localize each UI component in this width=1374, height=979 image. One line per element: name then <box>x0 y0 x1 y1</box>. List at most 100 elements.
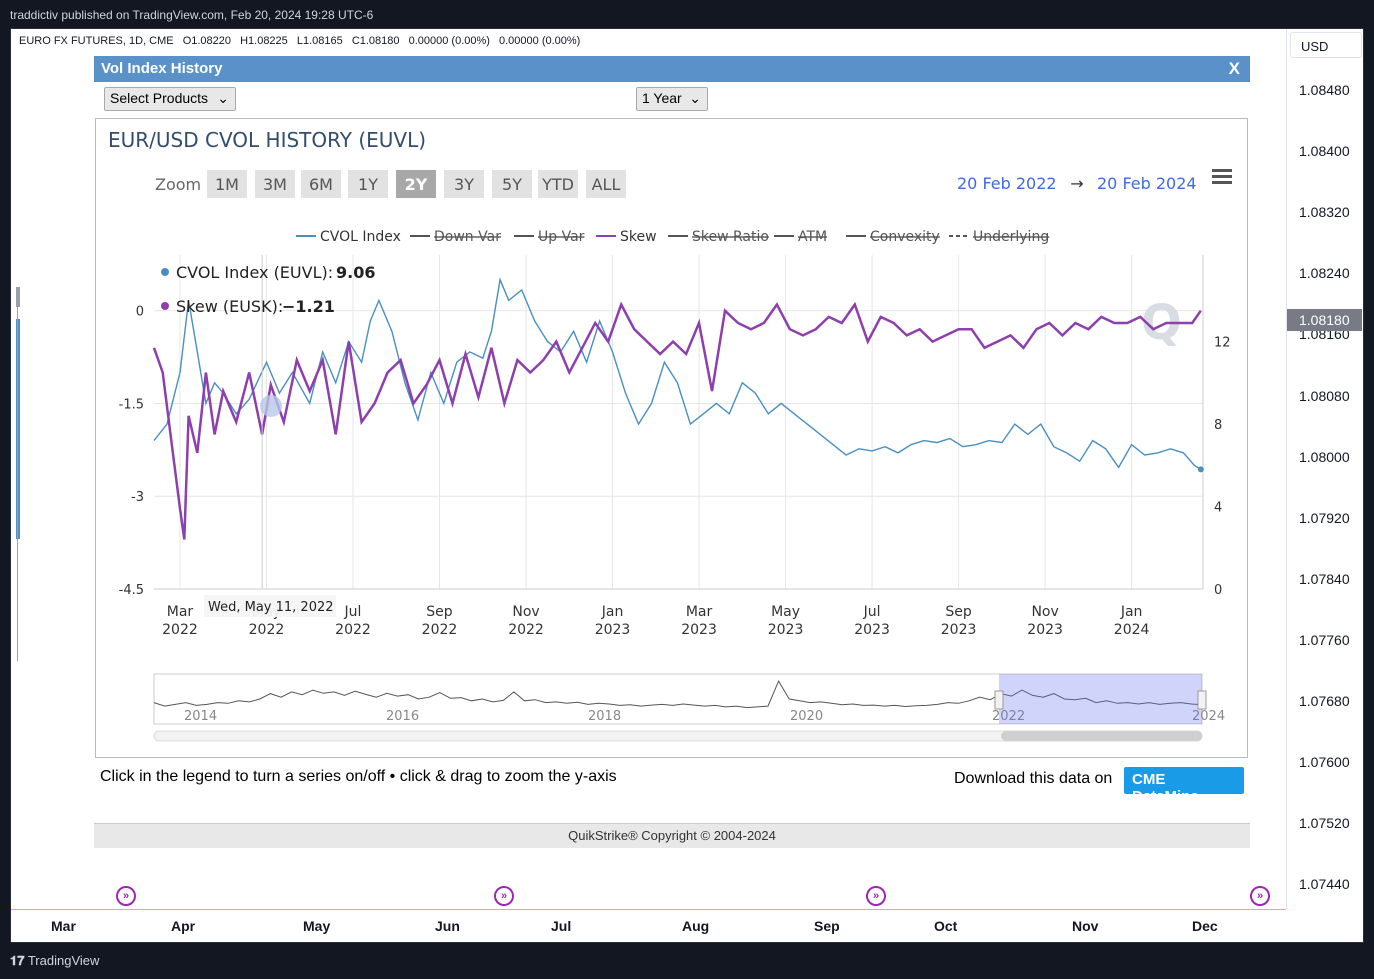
tradingview-chart-frame[interactable]: EURO FX FUTURES, 1D, CME O1.08220 H1.082… <box>10 28 1364 943</box>
zoom-button-all[interactable] <box>586 170 626 198</box>
change-value: 0.00000 (0.00%) <box>408 35 490 47</box>
legend-item-cvol-index[interactable]: CVOL Index <box>320 229 401 245</box>
tooltip-date-box <box>204 595 336 617</box>
cvol-chart[interactable]: EUR/USD CVOL HISTORY (EUVL) Zoom 1M 3M 6M 1Y 2… <box>96 119 1247 757</box>
x-tick-month: Mar <box>686 604 713 620</box>
event-marker-icon[interactable]: » <box>116 886 136 906</box>
time-tick-label: Mar <box>51 918 76 934</box>
x-tick-month: Jan <box>601 604 624 620</box>
low-value: L1.08165 <box>296 35 343 47</box>
download-label: Download this data on <box>954 770 1113 787</box>
vol-index-popup[interactable]: Vol Index History X Select Products ⌄ 1 … <box>94 56 1250 848</box>
menu-icon[interactable] <box>1212 169 1232 172</box>
y-right-tick-label: 12 <box>1214 336 1231 351</box>
x-tick-month: Sep <box>426 604 453 620</box>
legend-item-convexity[interactable]: Convexity <box>870 229 940 245</box>
navigator-right-handle[interactable] <box>1197 690 1207 710</box>
hover-point-marker <box>260 395 282 417</box>
event-marker-icon[interactable]: » <box>866 886 886 906</box>
navigator-selection[interactable] <box>999 674 1202 724</box>
select-products-dropdown[interactable]: Select Products ⌄ <box>104 87 236 111</box>
menu-icon[interactable] <box>1212 181 1232 184</box>
y-left-tick-label: -4.5 <box>119 583 144 598</box>
chevron-down-icon: ⌄ <box>217 90 229 106</box>
navigator-left-handle[interactable] <box>994 690 1004 710</box>
zoom-button-3y[interactable] <box>444 170 484 198</box>
zoom-button-label: 5Y <box>502 175 522 194</box>
chart-hint: Click in the legend to turn a series on/… <box>100 768 617 785</box>
navigator-year-label: 2024 <box>1192 709 1225 724</box>
price-tick-label: 1.08400 <box>1299 143 1350 160</box>
legend-item-down-var[interactable]: Down Var <box>434 229 501 245</box>
menu-icon[interactable] <box>1212 175 1232 178</box>
time-tick-label: Oct <box>934 918 958 934</box>
popup-title-text: Vol Index History <box>101 60 223 77</box>
close-icon[interactable]: X <box>1228 59 1240 78</box>
high-value: H1.08225 <box>240 35 288 47</box>
event-marker-icon[interactable]: » <box>494 886 514 906</box>
price-tick-label: 1.07680 <box>1299 693 1350 709</box>
zoom-button-label: 2Y <box>405 175 428 194</box>
x-tick-month: Mar <box>167 604 194 620</box>
zoom-button-1m[interactable] <box>207 170 247 198</box>
navigator-year-label: 2014 <box>184 709 217 724</box>
navigator-scrollbar-thumb[interactable] <box>1001 731 1202 741</box>
price-tick-label: 1.08080 <box>1299 387 1350 404</box>
price-tick-label: 1.08320 <box>1299 204 1350 221</box>
legend-item-skew-ratio[interactable]: Skew Ratio <box>692 229 769 245</box>
price-tick-label: 1.07520 <box>1299 815 1350 832</box>
zoom-button-2y[interactable] <box>396 170 436 198</box>
change-value-2: 0.00000 (0.00%) <box>499 35 581 47</box>
select-products-label: Select Products <box>110 90 209 106</box>
x-tick-year: 2023 <box>681 622 717 638</box>
time-tick-label: Jul <box>551 918 572 934</box>
y-right-tick-label: 8 <box>1214 418 1222 433</box>
time-tick-label: Jun <box>435 918 460 934</box>
series-line-cvol-index <box>153 277 1202 470</box>
navigator-frame <box>153 673 1203 725</box>
x-tick-year: 2022 <box>162 622 198 638</box>
legend-item-skew[interactable]: Skew <box>620 229 657 245</box>
copyright-text: QuikStrike® Copyright © 2004-2024 <box>568 828 776 843</box>
copyright-bar: QuikStrike® Copyright © 2004-2024 <box>94 823 1250 848</box>
tooltip-skew-dot <box>161 302 169 310</box>
zoom-button-label: 6M <box>309 175 333 194</box>
x-tick-year: 2023 <box>768 622 804 638</box>
price-tick-label: 1.08480 <box>1299 82 1350 98</box>
cvol-chart-container[interactable]: EUR/USD CVOL HISTORY (EUVL) Zoom 1M 3M 6M 1Y 2… <box>95 118 1248 758</box>
range-to: 20 Feb 2024 <box>1097 174 1197 193</box>
price-tick-label: 1.07840 <box>1299 570 1350 587</box>
cvol-end-point <box>1197 466 1204 473</box>
price-axis[interactable]: USD 1.08480 1.08400 1.08320 1.08240 1.08160 1… <box>1286 29 1364 909</box>
tv-logo-icon: 𝟏𝟕 <box>10 953 25 968</box>
cme-datamine-button[interactable]: CME DataMine <box>1124 767 1244 805</box>
x-tick-year: 2022 <box>335 622 371 638</box>
currency-selector[interactable]: USD <box>1290 32 1362 58</box>
zoom-button-label: 3Y <box>454 175 474 194</box>
chevron-down-icon: ⌄ <box>689 90 701 106</box>
time-axis[interactable]: Mar Apr May Jun Jul Aug Sep Oct Nov Dec <box>11 909 1286 943</box>
event-marker-icon[interactable]: » <box>1250 886 1270 906</box>
x-tick-month: Jul <box>344 604 362 620</box>
zoom-button-6m[interactable] <box>301 170 341 198</box>
chart-title: EUR/USD CVOL HISTORY (EUVL) <box>108 128 426 152</box>
tradingview-logo: 𝟏𝟕 TradingView <box>10 953 100 968</box>
x-tick-year: 2023 <box>1027 622 1063 638</box>
candle-fragment <box>16 319 20 539</box>
zoom-button-5y[interactable] <box>492 170 532 198</box>
zoom-button-3m[interactable] <box>255 170 295 198</box>
tooltip-skew-label: Skew (EUSK): <box>176 297 283 316</box>
x-tick-year: 2023 <box>941 622 977 638</box>
zoom-button-ytd[interactable] <box>538 170 578 198</box>
legend-item-atm[interactable]: ATM <box>798 229 827 245</box>
wick-line <box>17 289 18 661</box>
legend-item-underlying[interactable]: Underlying <box>973 229 1049 245</box>
legend-item-up-var[interactable]: Up Var <box>538 229 585 245</box>
zoom-button-1y[interactable] <box>348 170 388 198</box>
popup-title: Vol Index History X <box>94 56 1250 82</box>
price-tick-label: 1.08240 <box>1299 265 1350 282</box>
series-line-skew <box>152 301 1202 540</box>
price-tick-label: 1.07440 <box>1299 876 1350 893</box>
price-tick-label: 1.08000 <box>1299 448 1350 465</box>
period-dropdown[interactable]: 1 Year ⌄ <box>636 87 708 111</box>
